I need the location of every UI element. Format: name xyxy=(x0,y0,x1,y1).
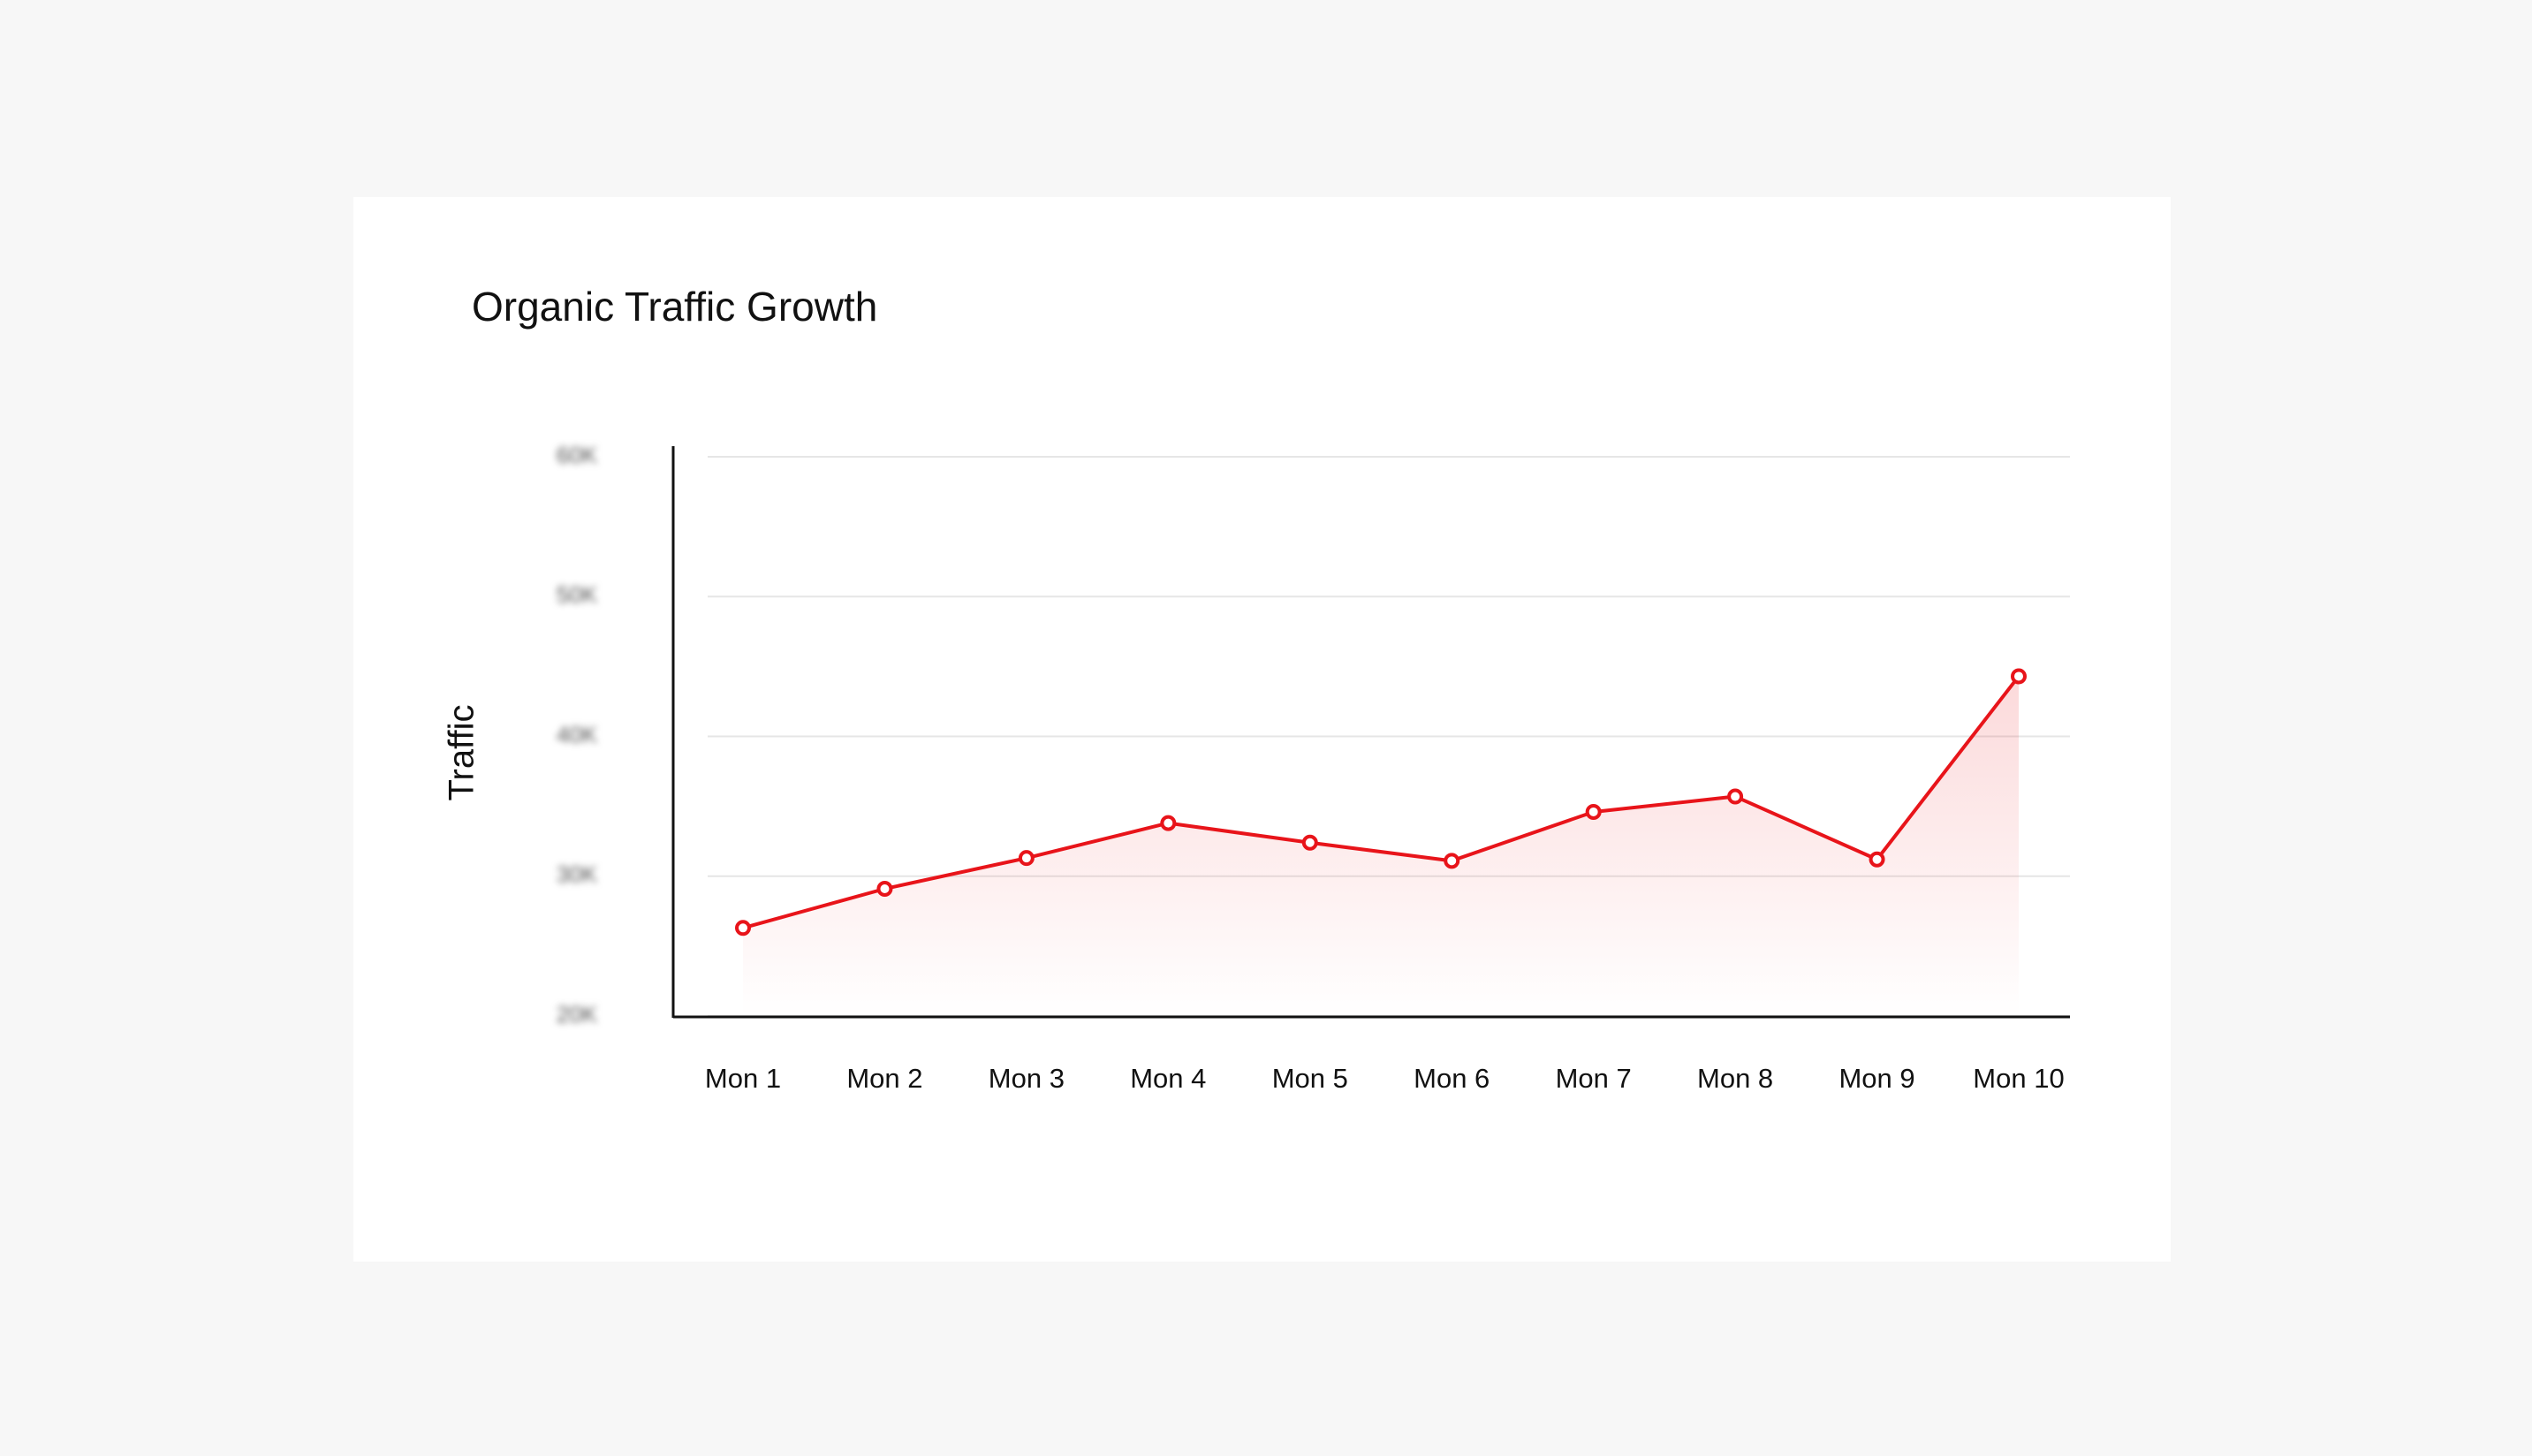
line xyxy=(742,675,2020,930)
point xyxy=(1585,803,1602,820)
x-tick-label: Mon 9 xyxy=(1838,1063,1914,1094)
point xyxy=(1444,853,1460,869)
x-tick-label: Mon 6 xyxy=(1414,1063,1490,1094)
card xyxy=(353,197,2171,1262)
y-tick-label: 50K xyxy=(557,581,598,608)
point xyxy=(2011,668,2027,685)
point xyxy=(876,880,893,897)
point xyxy=(1727,788,1744,805)
point xyxy=(1869,851,1885,868)
y-tick-label: 40K xyxy=(557,721,598,747)
point xyxy=(1018,850,1035,867)
point xyxy=(1301,834,1318,851)
chart-title: Organic Traffic Growth xyxy=(472,284,877,330)
x-tick-label: Mon 7 xyxy=(1556,1063,1632,1094)
x-tick-label: Mon 1 xyxy=(705,1063,781,1094)
y-tick-label: 60K xyxy=(557,442,598,468)
area xyxy=(743,676,2019,1016)
x-tick-label: Mon 10 xyxy=(1973,1063,2064,1094)
y-tick-label: 30K xyxy=(557,861,598,888)
x-tick-label: Mon 4 xyxy=(1130,1063,1206,1094)
point xyxy=(1160,815,1177,831)
y-tick-label: 20K xyxy=(557,1001,598,1028)
x-tick-label: Mon 3 xyxy=(989,1063,1065,1094)
x-tick-label: Mon 5 xyxy=(1272,1063,1348,1094)
x-tick-label: Mon 2 xyxy=(846,1063,922,1094)
y-axis-label: Traffic xyxy=(443,705,481,801)
point xyxy=(735,920,751,937)
x-tick-label: Mon 8 xyxy=(1697,1063,1773,1094)
